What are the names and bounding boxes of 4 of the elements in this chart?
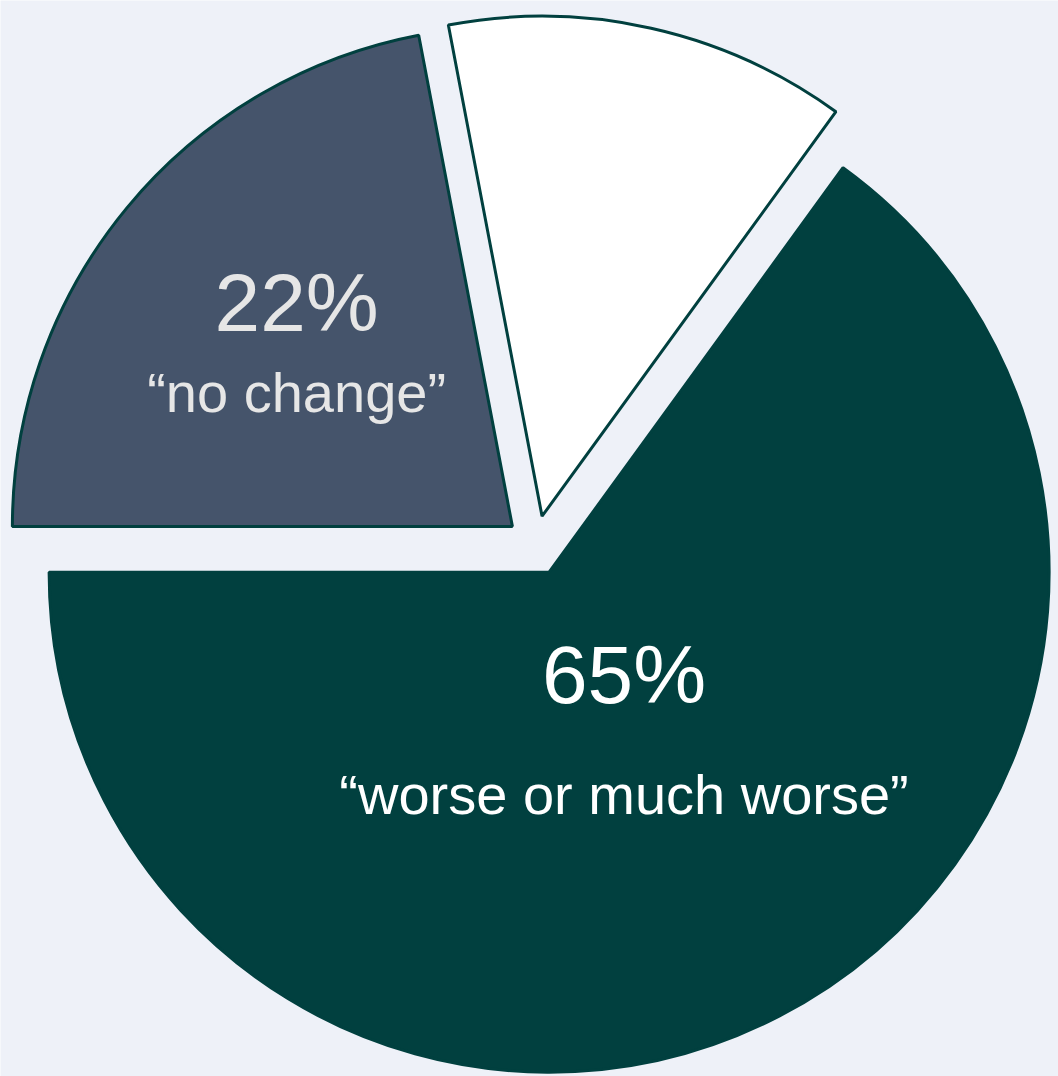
slice-label: “worse or much worse” <box>339 762 909 826</box>
data-label: 65% <box>541 628 707 720</box>
slice-label: “no change” <box>147 361 447 425</box>
data-label: 22% <box>214 257 379 349</box>
